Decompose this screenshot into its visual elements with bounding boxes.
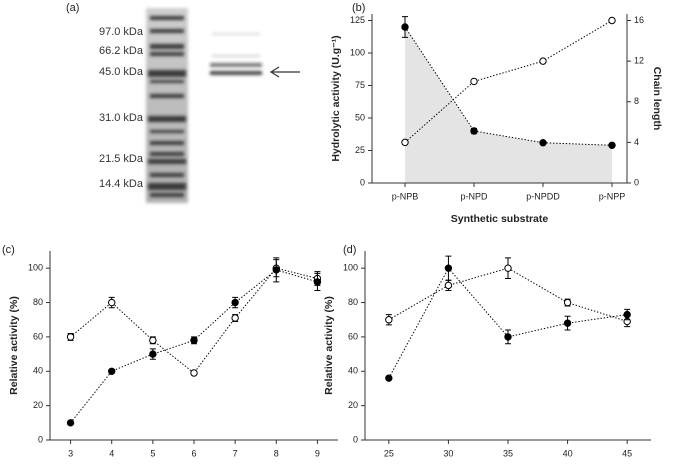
- data-point: [444, 264, 453, 272]
- panel-label: (a): [66, 2, 79, 14]
- data-point: [190, 336, 198, 345]
- data-point: [563, 298, 572, 307]
- data-point: [470, 127, 478, 135]
- x-tick-label: p-NPP: [599, 191, 626, 201]
- gel-marker: 31.0 kDa: [99, 112, 144, 124]
- y-tick-label: 100: [350, 47, 365, 57]
- x-axis-title: Synthetic substrate: [451, 213, 549, 225]
- gel-panel: (a) 97.0 kDa 66.2 kDa 45.0 kDa 31.0 kDa …: [66, 2, 300, 203]
- series-line: [70, 269, 318, 424]
- x-tick-label: 5: [150, 448, 155, 458]
- area: [405, 27, 612, 183]
- y-tick-label: 0: [38, 434, 43, 444]
- gel-bands: [148, 16, 186, 197]
- gel-marker: 66.2 kDa: [99, 45, 144, 57]
- series-line: [404, 20, 613, 143]
- data-point: [108, 367, 116, 375]
- panel-label: (d): [343, 244, 356, 256]
- panel-label: (c): [2, 244, 15, 256]
- data-point: [149, 336, 157, 345]
- data-point: [563, 319, 572, 327]
- y-tick-label: 125: [350, 15, 365, 25]
- x-tick-label: 7: [233, 448, 238, 458]
- data-point: [539, 139, 547, 147]
- y-tick-label: 60: [348, 331, 358, 341]
- y-tick-label: 25: [355, 145, 365, 155]
- y-tick-label: 100: [28, 263, 43, 273]
- x-tick-label: 45: [622, 448, 632, 458]
- x-tick-label: 4: [109, 448, 114, 458]
- data-point: [385, 374, 393, 382]
- y-axis-title: Relative activity (%): [8, 296, 20, 395]
- x-tick-label: 6: [191, 448, 196, 458]
- data-point: [401, 23, 409, 31]
- data-point: [149, 350, 157, 358]
- y-axis-title: Relative activity (%): [323, 296, 335, 395]
- gel-marker: 14.4 kDa: [99, 178, 144, 190]
- data-point: [66, 333, 75, 341]
- x-tick-label: 30: [443, 448, 453, 458]
- x-axis-title: Temperature (ºC): [466, 470, 550, 471]
- y-tick-label: 0: [353, 434, 358, 444]
- y-tick-label: 0: [360, 177, 365, 187]
- x-tick-label: p-NPDD: [526, 191, 560, 201]
- x-tick-label: p-NPB: [392, 191, 419, 201]
- data-point: [504, 333, 512, 341]
- data-point: [623, 310, 631, 319]
- data-point: [231, 314, 239, 322]
- y-tick-label: 50: [355, 112, 365, 122]
- data-point: [385, 316, 393, 324]
- arrow: [269, 66, 300, 78]
- y2-tick-label: 4: [634, 137, 639, 147]
- x-tick-label: 8: [274, 448, 279, 458]
- series-line: [388, 267, 628, 322]
- series-line: [70, 267, 318, 374]
- x-tick-label: 40: [563, 448, 573, 458]
- y-axis-title: Hydrolytic activity (U.g⁻¹): [330, 35, 342, 161]
- data-point: [108, 298, 116, 307]
- y2-tick-label: 16: [634, 15, 644, 25]
- x-tick-label: 35: [503, 448, 513, 458]
- y-tick-label: 80: [33, 297, 43, 307]
- y-tick-label: 20: [33, 400, 43, 410]
- gel-marker: 97.0 kDa: [99, 26, 144, 38]
- x-tick-label: 9: [315, 448, 320, 458]
- data-point: [401, 138, 409, 147]
- y-tick-label: 40: [348, 366, 358, 376]
- gel-marker: 45.0 kDa: [99, 66, 144, 78]
- data-point: [470, 77, 478, 86]
- gel-lane-2: [210, 33, 262, 75]
- x-tick-label: 25: [384, 448, 394, 458]
- data-point: [444, 281, 453, 290]
- y-tick-label: 40: [33, 366, 43, 376]
- y-tick-label: 100: [343, 263, 358, 273]
- data-point: [190, 369, 198, 377]
- y-tick-label: 75: [355, 80, 365, 90]
- y-tick-label: 60: [33, 331, 43, 341]
- panel-label: (b): [352, 2, 365, 14]
- gel-marker: 21.5 kDa: [99, 153, 144, 165]
- y2-tick-label: 0: [634, 177, 639, 187]
- data-point: [504, 264, 512, 272]
- data-point: [608, 141, 616, 150]
- gel-lane: [146, 8, 188, 203]
- x-axis-title: pH: [187, 470, 201, 471]
- x-tick-label: p-NPD: [460, 191, 488, 201]
- data-point: [313, 278, 322, 286]
- data-point: [608, 16, 616, 25]
- data-point: [66, 419, 75, 427]
- series-line: [388, 267, 628, 379]
- y2-tick-label: 12: [634, 56, 644, 66]
- y-tick-label: 80: [348, 297, 358, 307]
- y2-axis-title: Chain length: [651, 67, 663, 131]
- y2-tick-label: 8: [634, 96, 639, 106]
- data-point: [272, 266, 280, 274]
- data-point: [539, 57, 547, 65]
- x-tick-label: 3: [68, 448, 73, 458]
- data-point: [231, 298, 239, 307]
- y-tick-label: 20: [348, 400, 358, 410]
